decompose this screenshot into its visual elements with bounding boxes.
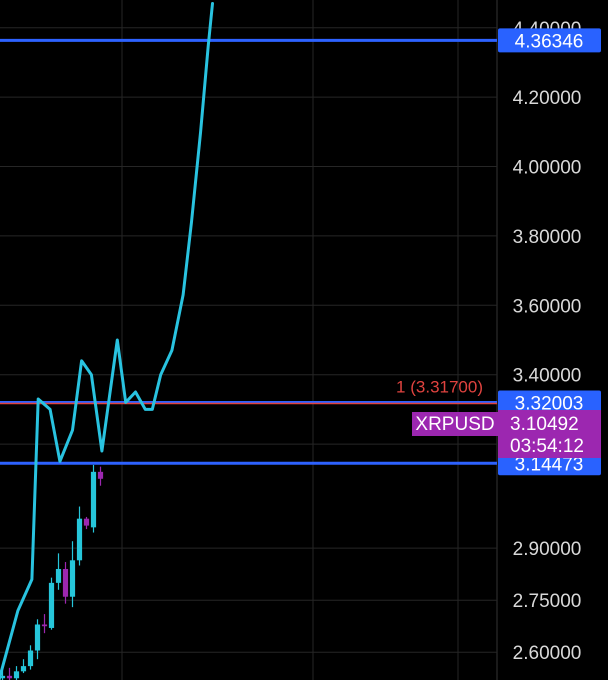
price-badge-label: 4.36346	[515, 31, 584, 52]
symbol-badge-countdown: 03:54:12	[510, 436, 584, 457]
y-tick-label: 3.80000	[513, 227, 582, 248]
candle-body	[69, 560, 76, 597]
symbol-badge-symbol: XRPUSD	[415, 414, 494, 435]
price-badges: 4.36346 3.32003 3.14473	[498, 28, 601, 476]
price-badge-bg	[498, 28, 601, 53]
candle-body	[90, 471, 97, 528]
candle-body	[62, 568, 69, 597]
y-tick-label: 2.75000	[513, 591, 582, 612]
candle-body	[27, 650, 34, 667]
projection-line[interactable]	[0, 2, 214, 680]
candle-body	[41, 624, 48, 627]
alert-label: 1 (3.31700)	[396, 377, 483, 396]
candle-body	[0, 675, 6, 679]
alert-layer: 1 (3.31700)	[0, 377, 497, 405]
y-tick-label: 2.90000	[513, 539, 582, 560]
candle-body	[13, 671, 20, 679]
y-tick-label: 3.40000	[513, 366, 582, 387]
candle-body	[83, 518, 90, 526]
candle-body	[76, 518, 83, 561]
price-badge-label: 3.32003	[515, 393, 584, 414]
symbol-badge-label-bg	[412, 412, 498, 436]
vertical-grid	[121, 0, 498, 680]
candle-body	[6, 675, 13, 679]
candle-body	[97, 471, 104, 479]
candle-body	[55, 568, 62, 583]
projection-path[interactable]	[0, 2, 214, 680]
candle-body	[48, 582, 55, 628]
symbol-badge-price: 3.10492	[510, 414, 579, 435]
y-tick-label: 3.60000	[513, 296, 582, 317]
y-tick-label: 4.00000	[513, 158, 582, 179]
price-badge-bg	[498, 390, 601, 415]
symbol-badge-price-bg	[498, 410, 601, 458]
price-badge-label: 3.14473	[515, 454, 584, 475]
y-tick-label: 4.20000	[513, 88, 582, 109]
candle-body	[34, 624, 41, 651]
horizontal-grid	[0, 27, 497, 653]
candle-body	[20, 666, 27, 672]
y-tick-label: 2.60000	[513, 643, 582, 664]
symbol-badge: XRPUSD 3.10492 03:54:12	[412, 410, 601, 458]
horizontal-lines[interactable]	[0, 38, 497, 465]
